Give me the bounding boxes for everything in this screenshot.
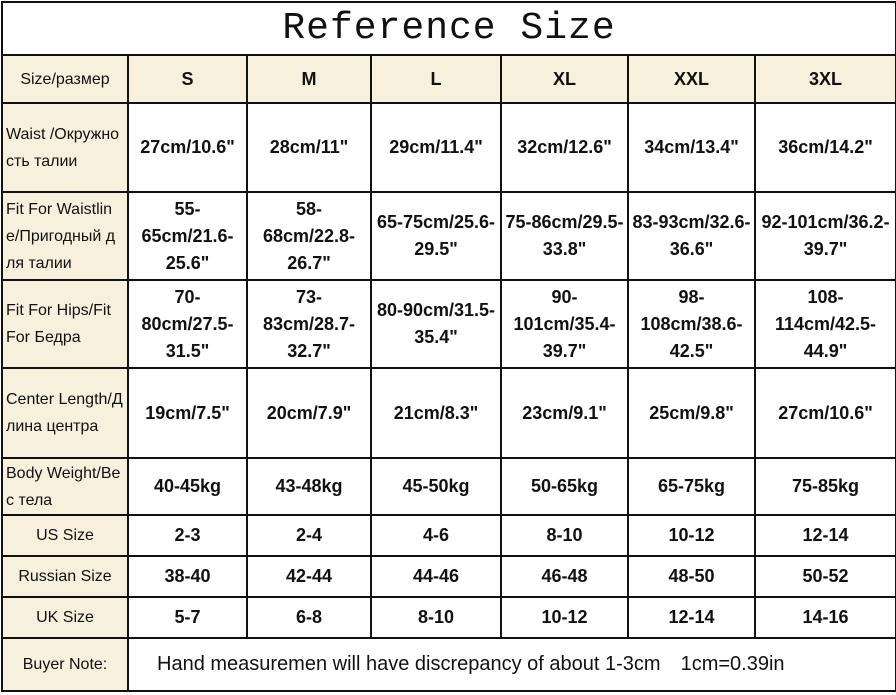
- note-cell: Hand measuremen will have discrepancy of…: [126, 637, 896, 692]
- note-row: Buyer Note: Hand measuremen will have dis…: [1, 637, 896, 692]
- size-value: 55-65cm/21.6-25.6": [127, 191, 248, 281]
- header-row: Size/размер S M L XL XXL 3XL: [1, 54, 896, 104]
- header-cell: M: [246, 54, 372, 104]
- size-value: 58-68cm/22.8-26.7": [246, 191, 372, 281]
- size-value: 28cm/11": [246, 102, 372, 193]
- size-row: Center Length/Длина центра 19cm/7.5" 20cm/…: [1, 367, 896, 459]
- size-value: 4-6: [370, 514, 502, 557]
- size-value: 108-114cm/42.5-44.9": [753, 279, 896, 369]
- size-value: 73-83cm/28.7-32.7": [246, 279, 372, 369]
- size-value: 8-10: [370, 596, 502, 639]
- header-cell: 3XL: [753, 54, 896, 104]
- size-value: 2-3: [127, 514, 248, 557]
- size-value: 14-16: [753, 596, 896, 639]
- size-row: UK Size 5-7 6-8 8-10 10-12 12-14 14-16: [1, 596, 896, 639]
- size-value: 36cm/14.2": [753, 102, 896, 193]
- size-row: Fit For Hips/Fit For Бедра 70-80cm/27.5-3…: [1, 279, 896, 369]
- row-label: UK Size: [1, 596, 129, 639]
- header-cell: L: [370, 54, 502, 104]
- header-cell: XXL: [627, 54, 756, 104]
- row-label: Fit For Waistline/Пригодный для талии: [1, 191, 129, 281]
- size-value: 32cm/12.6": [500, 102, 629, 193]
- size-value: 90-101cm/35.4-39.7": [500, 279, 629, 369]
- row-label: Russian Size: [1, 555, 129, 598]
- size-value: 12-14: [627, 596, 756, 639]
- size-value: 21cm/8.3": [370, 367, 502, 459]
- size-value: 20cm/7.9": [246, 367, 372, 459]
- size-value: 48-50: [627, 555, 756, 598]
- note-text: Hand measuremen will have discrepancy of…: [157, 653, 661, 675]
- size-value: 5-7: [127, 596, 248, 639]
- size-value: 70-80cm/27.5-31.5": [127, 279, 248, 369]
- row-label: Center Length/Длина центра: [1, 367, 129, 459]
- size-value: 25cm/9.8": [627, 367, 756, 459]
- size-value: 23cm/9.1": [500, 367, 629, 459]
- size-value: 92-101cm/36.2-39.7": [753, 191, 896, 281]
- size-value: 6-8: [246, 596, 372, 639]
- size-value: 65-75cm/25.6-29.5": [370, 191, 502, 281]
- size-value: 50-65kg: [500, 457, 629, 516]
- size-value: 10-12: [500, 596, 629, 639]
- size-value: 27cm/10.6": [127, 102, 248, 193]
- note-conversion: 1cm=0.39in: [680, 653, 785, 675]
- size-row: Russian Size 38-40 42-44 44-46 46-48 48-50 50-…: [1, 555, 896, 598]
- size-value: 65-75kg: [627, 457, 756, 516]
- row-label: Fit For Hips/Fit For Бедра: [1, 279, 129, 369]
- size-value: 40-45kg: [127, 457, 248, 516]
- size-value: 46-48: [500, 555, 629, 598]
- row-label: Waist /Окружность талии: [1, 102, 129, 193]
- table-title: Reference Size: [0, 1, 896, 56]
- row-label: Body Weight/Вес тела: [1, 457, 129, 516]
- size-value: 75-86cm/29.5-33.8": [500, 191, 629, 281]
- size-value: 10-12: [627, 514, 756, 557]
- size-value: 75-85kg: [753, 457, 896, 516]
- size-value: 45-50kg: [370, 457, 502, 516]
- size-value: 43-48kg: [246, 457, 372, 516]
- title-row: Reference Size: [0, 1, 896, 56]
- size-value: 38-40: [127, 555, 248, 598]
- size-value: 98-108cm/38.6-42.5": [627, 279, 756, 369]
- size-value: 34cm/13.4": [627, 102, 756, 193]
- row-label: US Size: [1, 514, 129, 557]
- size-value: 50-52: [753, 555, 896, 598]
- size-value: 29cm/11.4": [370, 102, 502, 193]
- size-value: 19cm/7.5": [127, 367, 248, 459]
- header-cell: Size/размер: [1, 54, 129, 104]
- size-row: US Size 2-3 2-4 4-6 8-10 10-12 12-14: [1, 514, 896, 557]
- size-value: 44-46: [370, 555, 502, 598]
- size-value: 80-90cm/31.5-35.4": [370, 279, 502, 369]
- size-value: 27cm/10.6": [753, 367, 896, 459]
- size-value: 12-14: [753, 514, 896, 557]
- size-value: 8-10: [500, 514, 629, 557]
- size-value: 42-44: [246, 555, 372, 598]
- header-cell: S: [127, 54, 248, 104]
- size-row: Fit For Waistline/Пригодный для талии 55-…: [1, 191, 896, 281]
- note-label: Buyer Note:: [1, 637, 129, 692]
- size-row: Waist /Окружность талии 27cm/10.6" 28cm/11…: [1, 102, 896, 193]
- size-value: 2-4: [246, 514, 372, 557]
- size-value: 83-93cm/32.6-36.6": [627, 191, 756, 281]
- size-row: Body Weight/Вес тела 40-45kg 43-48kg 45-50k…: [1, 457, 896, 516]
- header-cell: XL: [500, 54, 629, 104]
